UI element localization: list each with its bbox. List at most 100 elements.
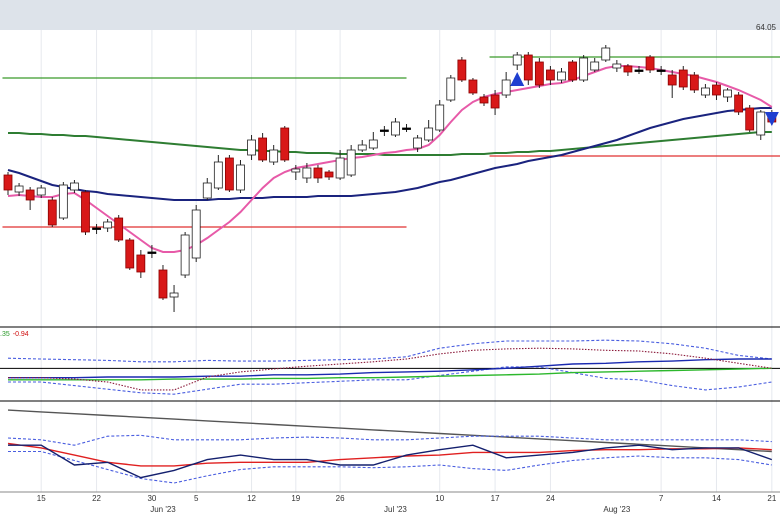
candle-body: [590, 61, 600, 71]
x-tick-label: 14: [712, 494, 721, 503]
candle-body: [424, 127, 434, 141]
candle-body: [712, 84, 721, 96]
candle-body: [103, 221, 113, 229]
candle-body: [457, 59, 467, 81]
indicator-label: .35: [0, 331, 10, 338]
candle-body: [169, 292, 179, 298]
candle-body: [468, 79, 478, 94]
candle-body: [745, 107, 755, 131]
candle-body: [723, 89, 732, 98]
candle-body: [391, 121, 400, 136]
candle-body: [756, 111, 766, 136]
candle-body: [224, 157, 234, 191]
x-tick-label: 19: [291, 494, 300, 503]
candle-body: [180, 234, 190, 276]
candle-body: [25, 189, 35, 201]
candle-body: [125, 239, 135, 269]
candle-body: [191, 209, 201, 259]
month-label: Aug '23: [603, 505, 630, 514]
candle-body: [92, 227, 101, 230]
candle-body: [280, 127, 290, 161]
x-tick-label: 26: [336, 494, 345, 503]
x-tick-label: 17: [491, 494, 500, 503]
indicator-line: [7, 409, 772, 453]
candle-body: [302, 167, 312, 179]
candle-body: [490, 94, 500, 109]
candle-body: [136, 254, 146, 273]
candle-body: [734, 94, 744, 113]
x-tick-label: 22: [92, 494, 101, 503]
candle-body: [236, 164, 245, 191]
moving-average-line: [7, 107, 772, 201]
candle-body: [202, 182, 212, 199]
candle-body: [335, 157, 345, 179]
indicator-line: [8, 366, 772, 395]
grid: [40, 30, 773, 492]
candle-body: [645, 56, 655, 71]
candle-body: [313, 167, 323, 179]
candle-body: [291, 168, 301, 173]
candle-body: [379, 129, 389, 132]
candle-body: [512, 54, 522, 66]
candle-body: [368, 139, 378, 149]
plot-background: [0, 30, 780, 516]
candle-body: [324, 171, 334, 178]
x-tick-label: 24: [546, 494, 555, 503]
candle-body: [269, 149, 279, 163]
candle-body: [258, 137, 268, 161]
candle-body: [147, 251, 157, 254]
candle-body: [357, 144, 367, 151]
candle-body: [568, 61, 577, 81]
indicator-label: -0.94: [13, 331, 29, 338]
candle-body: [634, 69, 644, 72]
candle-body: [14, 185, 24, 193]
indicator-line: [8, 444, 773, 479]
candle-body: [81, 191, 90, 233]
candle-body: [247, 139, 256, 156]
candle-body: [479, 96, 489, 104]
x-tick-label: 5: [194, 494, 199, 503]
candle-body: [36, 187, 46, 196]
indicator-line: [7, 339, 772, 363]
candle-body: [501, 79, 511, 96]
candle-body: [557, 71, 566, 81]
candle-body: [612, 63, 622, 69]
moving-average-line: [7, 65, 773, 253]
last-price: 64.05: [756, 23, 777, 32]
candle-body: [446, 77, 456, 101]
indicator-line: [7, 442, 772, 467]
candle-body: [689, 74, 699, 91]
moving-average-line: [8, 131, 772, 156]
candle-body: [413, 137, 422, 149]
header-bar: [0, 0, 780, 30]
x-tick-label: 30: [147, 494, 156, 503]
indicator-line: [8, 358, 772, 379]
month-label: Jul '23: [384, 505, 407, 514]
candle-body: [601, 47, 611, 61]
indicator-line: [8, 450, 772, 484]
x-tick-label: 10: [435, 494, 444, 503]
indicator-line: [8, 367, 772, 381]
candle-body: [579, 57, 589, 81]
candle-body: [435, 104, 445, 131]
candle-body: [701, 87, 710, 96]
signal-marker: [510, 72, 525, 86]
x-tick-label: 12: [247, 494, 256, 503]
plot-area: [0, 45, 780, 484]
candle-body: [656, 69, 666, 72]
candle-body: [546, 69, 555, 81]
candle-body: [623, 65, 633, 73]
x-tick-label: 15: [37, 494, 46, 503]
candle-body: [523, 54, 533, 81]
candle-body: [213, 161, 223, 189]
candle-body: [70, 182, 79, 191]
candle-body: [114, 217, 124, 241]
candle-body: [158, 269, 168, 299]
candle-body: [667, 74, 677, 86]
candle-body: [3, 174, 13, 191]
candle-body: [58, 184, 68, 219]
signal-marker: [764, 112, 779, 126]
candle-body: [678, 69, 688, 88]
